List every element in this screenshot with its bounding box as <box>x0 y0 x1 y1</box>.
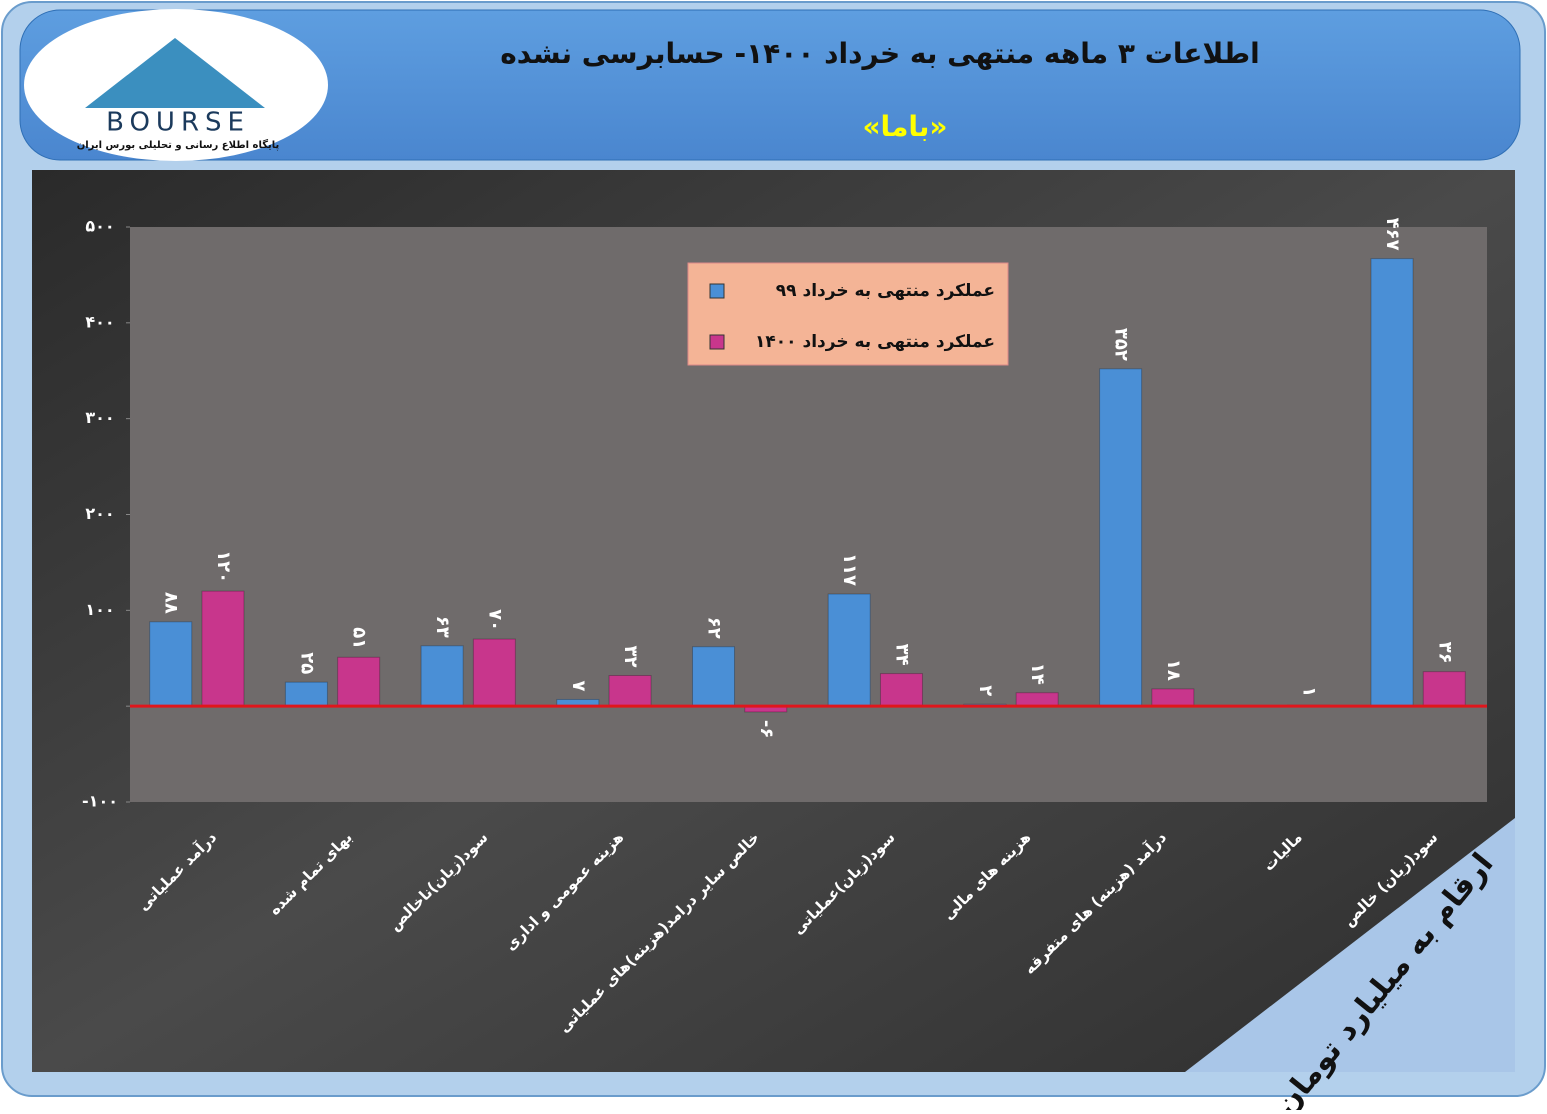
logo-mark <box>85 38 265 108</box>
data-label: ۱۸ <box>1163 659 1184 681</box>
bar-shade <box>879 673 923 707</box>
data-label: ۶۳ <box>432 616 453 638</box>
bar-shade <box>420 645 464 707</box>
data-label: ۳۲ <box>620 646 641 668</box>
data-label: -۶ <box>756 720 777 738</box>
legend-swatch <box>709 283 725 299</box>
bar-shade <box>284 681 328 707</box>
data-label: ۷ <box>568 680 589 691</box>
y-tick-label: ۱۰۰ <box>85 600 114 619</box>
data-label: ۱۴ <box>1027 663 1048 685</box>
bar-shade <box>692 646 736 707</box>
data-label: ۱۱۷ <box>839 553 860 586</box>
y-tick-label: ۲۰۰ <box>85 504 114 523</box>
header <box>19 9 1521 161</box>
bar-shade <box>1422 671 1466 707</box>
data-label: ۳۶ <box>1434 642 1455 664</box>
y-tick-label: ۳۰۰ <box>85 408 114 427</box>
legend-label: عملکرد منتهی به خرداد ۹۹ <box>776 281 995 301</box>
data-label: ۴۶۷ <box>1382 218 1403 251</box>
bar-shade <box>1015 692 1059 707</box>
bar-shade <box>201 590 245 707</box>
bar-shade <box>608 675 652 707</box>
bar-shade <box>472 638 516 707</box>
bar-shade <box>149 621 193 707</box>
data-label: ۵۱ <box>349 627 370 649</box>
bar-shade <box>337 656 381 707</box>
data-label: ۲ <box>975 685 996 696</box>
data-label: ۶۲ <box>704 617 725 639</box>
y-tick-label: ۵۰۰ <box>85 217 114 236</box>
note-band <box>1185 818 1515 1072</box>
legend <box>687 262 1009 366</box>
logo-name: BOURSE <box>106 108 250 138</box>
logo-tagline: پایگاه اطلاع رسانی و تحلیلی بورس ایران <box>77 138 280 151</box>
bar-shade <box>1151 688 1195 707</box>
bar-shade <box>1370 258 1414 707</box>
chart-title: اطلاعات ۳ ماهه منتهی به خرداد ۱۴۰۰- حساب… <box>500 37 1259 70</box>
data-label: ۲۵ <box>296 652 317 674</box>
data-label: ۳۴ <box>891 644 912 666</box>
y-tick-label: ۴۰۰ <box>85 312 114 331</box>
data-label: ۳۵۲ <box>1111 328 1132 361</box>
legend-swatch <box>709 334 725 350</box>
data-label: ۸۸ <box>161 592 182 614</box>
bar-shade <box>1099 368 1143 707</box>
data-label: ۱ <box>1299 686 1320 697</box>
y-tick-label: -۱۰۰ <box>82 792 118 811</box>
bar-shade <box>827 593 871 707</box>
data-label: ۷۰ <box>484 609 505 631</box>
data-label: ۱۲۰ <box>213 550 234 583</box>
legend-label: عملکرد منتهی به خرداد ۱۴۰۰ <box>755 332 995 352</box>
chart-subtitle: «باما» <box>862 110 947 143</box>
